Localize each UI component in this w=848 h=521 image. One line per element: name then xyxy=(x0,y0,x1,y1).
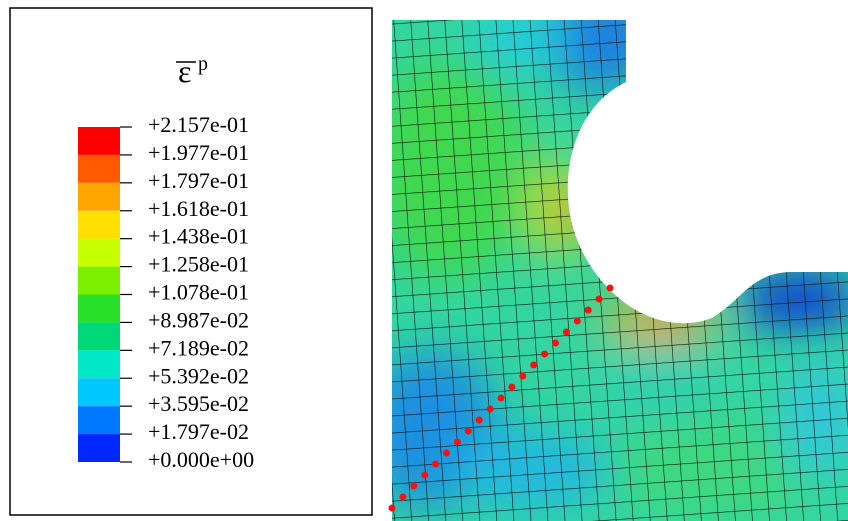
legend-label: +1.078e-01 xyxy=(148,280,249,305)
path-point xyxy=(399,494,406,501)
legend-label: +5.392e-02 xyxy=(148,363,249,388)
path-point xyxy=(389,505,396,512)
path-point xyxy=(541,351,548,358)
path-point xyxy=(519,373,526,380)
path-point xyxy=(607,285,614,292)
path-point xyxy=(432,461,439,468)
legend-label: +7.189e-02 xyxy=(148,335,249,360)
path-point xyxy=(498,395,505,402)
color-band xyxy=(78,322,120,350)
color-band xyxy=(78,127,120,155)
path-point xyxy=(596,296,603,303)
path-point xyxy=(585,307,592,314)
path-point xyxy=(508,384,515,391)
path-point xyxy=(443,450,450,457)
color-band xyxy=(78,295,120,323)
path-point xyxy=(552,340,559,347)
color-band xyxy=(78,155,120,183)
path-point xyxy=(487,406,494,413)
legend-label: +1.618e-01 xyxy=(148,196,249,221)
legend-label: +3.595e-02 xyxy=(148,391,249,416)
legend-label: +1.258e-01 xyxy=(148,252,249,277)
color-band xyxy=(78,378,120,406)
legend-label: +2.157e-01 xyxy=(148,112,249,137)
legend-title: ε xyxy=(178,53,191,89)
legend-label: +1.797e-02 xyxy=(148,419,249,444)
color-band xyxy=(78,183,120,211)
legend-superscript: p xyxy=(198,53,208,75)
path-point xyxy=(454,439,461,446)
path-point xyxy=(421,472,428,479)
color-band xyxy=(78,211,120,239)
legend-label: +8.987e-02 xyxy=(148,307,249,332)
mesh-part xyxy=(360,0,848,521)
path-point xyxy=(410,483,417,490)
legend-label: +1.977e-01 xyxy=(148,140,249,165)
color-band xyxy=(78,434,120,462)
color-band xyxy=(78,267,120,295)
color-band xyxy=(78,406,120,434)
figure: ε p +2.157e-01 +1.977e-01 +1.797e-01 +1.618… xyxy=(0,0,848,521)
legend-label: +1.438e-01 xyxy=(148,224,249,249)
path-point xyxy=(574,318,581,325)
page: ε p +2.157e-01 +1.977e-01 +1.797e-01 +1.618… xyxy=(0,0,848,521)
legend-label: +0.000e+00 xyxy=(148,447,254,472)
color-band xyxy=(78,350,120,378)
path-point xyxy=(476,417,483,424)
legend-label: +1.797e-01 xyxy=(148,168,249,193)
path-point xyxy=(563,329,570,336)
path-point xyxy=(530,362,537,369)
color-bar xyxy=(78,127,120,462)
path-point xyxy=(465,428,472,435)
color-band xyxy=(78,239,120,267)
